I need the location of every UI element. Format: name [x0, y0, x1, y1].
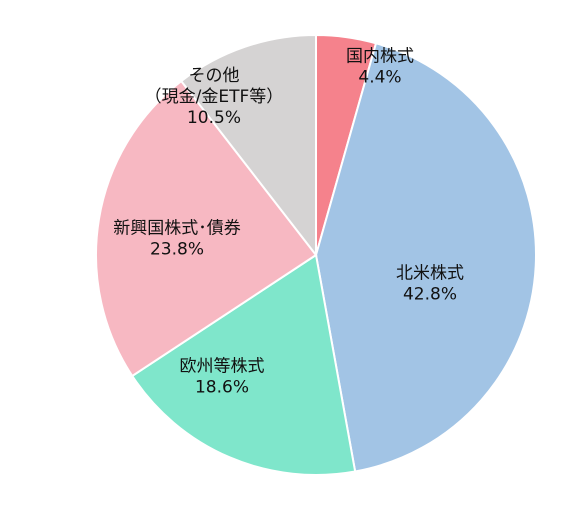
slice-label-1: 北米株式 42.8%: [396, 264, 464, 305]
slice-name-label: 北米株式: [396, 264, 464, 284]
slice-2: [130, 253, 357, 476]
slice-name-label: 新興国株式･債券: [113, 219, 241, 239]
pie-labels: 国内株式 4.4% 北米株式 42.8% 欧州等株式 18.6% 新興国株式･債券 23.8%…: [113, 47, 464, 398]
slice-name-label: （現金/金ETF等）: [145, 87, 284, 107]
slice-label-0: 国内株式 4.4%: [346, 47, 414, 88]
slice-percent-label: 10.5%: [187, 108, 241, 128]
slice-label-3: 新興国株式･債券 23.8%: [113, 219, 241, 260]
slice-percent-label: 42.8%: [403, 285, 457, 305]
slice-3: [95, 79, 318, 378]
slice-name-label: 国内株式: [346, 47, 414, 67]
slice-percent-label: 4.4%: [358, 68, 401, 88]
slice-percent-label: 23.8%: [150, 240, 204, 260]
slice-1: [314, 42, 537, 473]
slice-label-2: 欧州等株式 18.6%: [180, 357, 265, 398]
slice-label-4: その他（現金/金ETF等） 10.5%: [145, 66, 284, 128]
pie-slices: [95, 33, 537, 476]
slice-name-label: その他: [189, 66, 240, 86]
slice-percent-label: 18.6%: [195, 378, 249, 398]
slice-4: [179, 33, 317, 258]
slice-name-label: 欧州等株式: [180, 357, 265, 377]
